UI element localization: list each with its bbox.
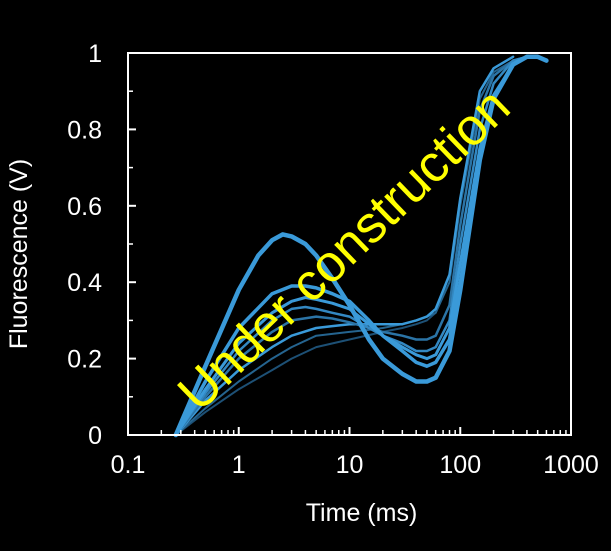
x-axis-title: Time (ms) xyxy=(306,499,418,527)
y-tick-label: 0.6 xyxy=(67,193,102,221)
series-line-1 xyxy=(173,54,549,438)
x-tick-label: 0.1 xyxy=(111,451,146,479)
y-axis-title: Fluorescence (V) xyxy=(5,159,33,349)
x-tick-label: 1 xyxy=(232,451,246,479)
x-tick-label: 1000 xyxy=(543,451,599,479)
series-line-7 xyxy=(174,59,515,436)
series-line-5 xyxy=(174,55,529,437)
y-tick-label: 0.4 xyxy=(67,269,102,297)
y-tick-label: 1 xyxy=(88,40,102,68)
y-tick-label: 0.8 xyxy=(67,116,102,144)
x-tick-label: 10 xyxy=(336,451,364,479)
y-tick-label: 0.2 xyxy=(67,346,102,374)
label-layer: Fluorescence (V) Time (ms) xyxy=(5,159,417,527)
series-layer xyxy=(173,54,549,438)
series-line-6 xyxy=(174,55,515,437)
y-tick-label: 0 xyxy=(88,422,102,450)
x-tick-label: 100 xyxy=(439,451,481,479)
tick-layer: 0.1 1 10 100 1000 0 0.2 0.4 0.6 0.8 1 xyxy=(67,40,599,479)
